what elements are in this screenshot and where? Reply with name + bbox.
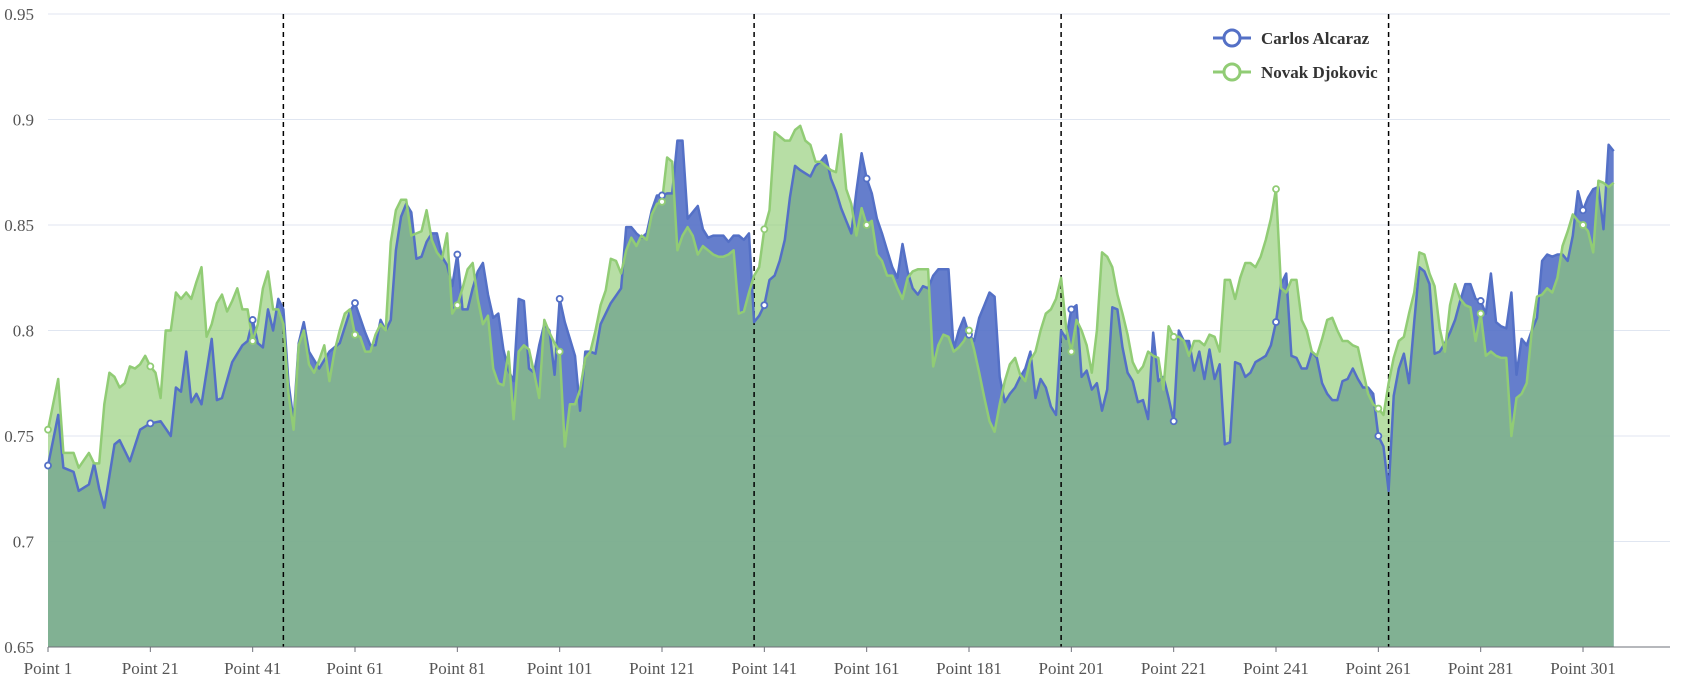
data-point: [453, 250, 462, 259]
data-point: [760, 301, 769, 310]
x-tick-label: Point 21: [122, 659, 179, 678]
data-point: [44, 425, 52, 434]
data-point: [1169, 332, 1178, 341]
series-line-0: [46, 139, 1615, 509]
data-point: [1374, 432, 1383, 440]
legend-item[interactable]: Novak Djokovic: [1213, 62, 1378, 82]
data-point: [146, 362, 155, 371]
y-axis: 0.65 0.7 0.75 0.8 0.85 0.9 0.95: [4, 5, 34, 657]
x-tick-label: Point 181: [936, 659, 1002, 678]
y-tick-label: 0.75: [4, 427, 34, 446]
data-point: [965, 326, 973, 335]
x-tick-label: Point 1: [24, 659, 73, 678]
data-point: [1272, 185, 1280, 194]
legend-marker: [1222, 62, 1242, 82]
data-point: [862, 174, 871, 183]
x-tick-label: Point 161: [834, 659, 900, 678]
x-tick-label: Point 61: [326, 659, 383, 678]
legend-label: Novak Djokovic: [1261, 63, 1378, 82]
x-tick-label: Point 221: [1141, 659, 1207, 678]
x-tick-label: Point 101: [527, 659, 593, 678]
y-tick-label: 0.95: [4, 5, 34, 24]
data-point: [1067, 347, 1076, 356]
y-tick-label: 0.7: [13, 533, 35, 552]
y-tick-label: 0.85: [4, 216, 34, 235]
data-point: [44, 461, 52, 470]
series-lines: [46, 124, 1615, 509]
y-tick-label: 0.8: [13, 322, 34, 341]
data-point: [555, 347, 564, 356]
x-tick-label: Point 261: [1346, 659, 1412, 678]
y-tick-label: 0.9: [13, 111, 34, 130]
data-point: [658, 191, 666, 200]
data-point: [248, 337, 257, 345]
data-point: [862, 221, 871, 229]
x-tick-label: Point 141: [732, 659, 798, 678]
data-point: [1272, 318, 1280, 326]
data-point: [1476, 309, 1485, 318]
legend[interactable]: Carlos Alcaraz Novak Djokovic: [1213, 28, 1378, 82]
data-point: [351, 299, 359, 307]
legend-item[interactable]: Carlos Alcaraz: [1213, 28, 1370, 48]
data-point: [146, 419, 155, 428]
series-markers: [44, 174, 1587, 470]
x-tick-label: Point 301: [1550, 659, 1616, 678]
y-tick-label: 0.65: [4, 638, 34, 657]
data-point: [248, 316, 257, 324]
x-tick-label: Point 81: [429, 659, 486, 678]
data-point: [1169, 417, 1178, 426]
data-point: [453, 301, 462, 310]
data-point: [351, 330, 359, 339]
legend-label: Carlos Alcaraz: [1261, 29, 1370, 48]
x-tick-label: Point 121: [629, 659, 695, 678]
x-tick-label: Point 41: [224, 659, 281, 678]
x-tick-label: Point 201: [1039, 659, 1105, 678]
data-point: [658, 197, 666, 206]
x-axis: Point 1 Point 21 Point 41 Point 61 Point 81 P…: [24, 646, 1670, 678]
data-point: [1374, 404, 1383, 413]
data-point: [1579, 221, 1587, 229]
data-point: [1067, 305, 1076, 314]
series-line-1: [46, 124, 1615, 469]
data-point: [1476, 297, 1485, 305]
data-point: [555, 294, 564, 303]
data-point: [1579, 206, 1587, 215]
legend-marker: [1222, 28, 1242, 48]
x-tick-label: Point 241: [1243, 659, 1309, 678]
data-point: [760, 225, 769, 234]
x-tick-label: Point 281: [1448, 659, 1514, 678]
